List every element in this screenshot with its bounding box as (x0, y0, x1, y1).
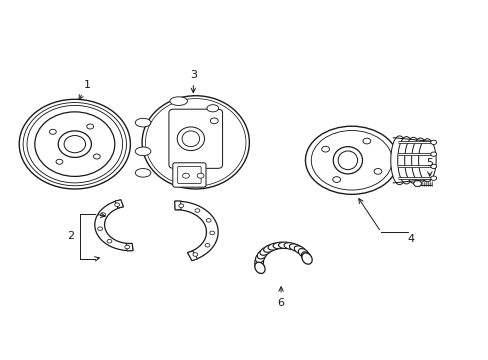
Polygon shape (187, 251, 197, 261)
FancyBboxPatch shape (168, 109, 222, 168)
Ellipse shape (169, 97, 187, 105)
Ellipse shape (206, 105, 218, 112)
Ellipse shape (294, 246, 305, 254)
Circle shape (430, 152, 436, 156)
Circle shape (93, 154, 100, 159)
Ellipse shape (267, 243, 281, 250)
Circle shape (49, 129, 56, 134)
Circle shape (179, 204, 183, 207)
Circle shape (124, 245, 129, 249)
Ellipse shape (58, 131, 91, 157)
Circle shape (321, 146, 329, 152)
Text: 3: 3 (189, 70, 196, 93)
Polygon shape (412, 181, 421, 186)
FancyBboxPatch shape (177, 166, 201, 184)
Circle shape (332, 177, 340, 183)
Ellipse shape (260, 247, 271, 255)
Circle shape (206, 219, 211, 222)
Ellipse shape (284, 243, 297, 249)
Text: 5: 5 (426, 158, 432, 176)
Ellipse shape (135, 118, 151, 127)
Ellipse shape (145, 99, 245, 186)
Ellipse shape (289, 244, 302, 251)
Ellipse shape (142, 96, 249, 189)
Circle shape (373, 168, 381, 174)
Ellipse shape (404, 137, 421, 183)
Circle shape (210, 118, 218, 124)
Circle shape (98, 227, 102, 230)
Ellipse shape (332, 147, 362, 174)
Ellipse shape (64, 135, 85, 153)
Circle shape (115, 203, 120, 207)
Text: 6: 6 (277, 287, 284, 308)
Ellipse shape (255, 253, 264, 263)
Ellipse shape (418, 139, 435, 182)
Circle shape (204, 243, 209, 247)
Ellipse shape (182, 131, 199, 147)
Ellipse shape (19, 99, 130, 189)
Ellipse shape (337, 151, 357, 170)
Ellipse shape (254, 261, 264, 271)
Polygon shape (126, 243, 133, 251)
Ellipse shape (298, 248, 308, 258)
Ellipse shape (135, 147, 151, 156)
Ellipse shape (411, 138, 428, 183)
Ellipse shape (272, 242, 286, 249)
Ellipse shape (27, 105, 122, 183)
Circle shape (182, 173, 189, 178)
Circle shape (101, 213, 105, 216)
Ellipse shape (301, 253, 311, 264)
Ellipse shape (35, 112, 115, 176)
Polygon shape (115, 200, 123, 208)
Circle shape (311, 131, 391, 190)
Ellipse shape (23, 103, 126, 186)
Ellipse shape (257, 249, 267, 259)
Circle shape (430, 164, 436, 168)
Ellipse shape (397, 136, 414, 184)
Circle shape (430, 176, 436, 180)
Text: 4: 4 (407, 234, 414, 244)
Circle shape (86, 124, 93, 129)
FancyBboxPatch shape (172, 163, 205, 187)
Text: 2: 2 (67, 231, 74, 242)
Circle shape (107, 239, 112, 243)
Ellipse shape (301, 252, 310, 261)
Ellipse shape (254, 257, 263, 267)
Ellipse shape (177, 127, 204, 150)
Ellipse shape (254, 262, 264, 274)
Ellipse shape (390, 136, 407, 185)
Circle shape (209, 231, 214, 235)
Ellipse shape (263, 244, 275, 252)
Polygon shape (95, 200, 133, 251)
Circle shape (362, 138, 370, 144)
Circle shape (195, 209, 200, 212)
Circle shape (305, 126, 397, 194)
Polygon shape (174, 201, 181, 210)
Polygon shape (174, 201, 218, 261)
Circle shape (56, 159, 63, 164)
Ellipse shape (135, 168, 151, 177)
Circle shape (430, 140, 436, 144)
Circle shape (197, 173, 203, 178)
Ellipse shape (278, 242, 291, 248)
Text: 1: 1 (79, 80, 90, 99)
Circle shape (193, 253, 197, 256)
